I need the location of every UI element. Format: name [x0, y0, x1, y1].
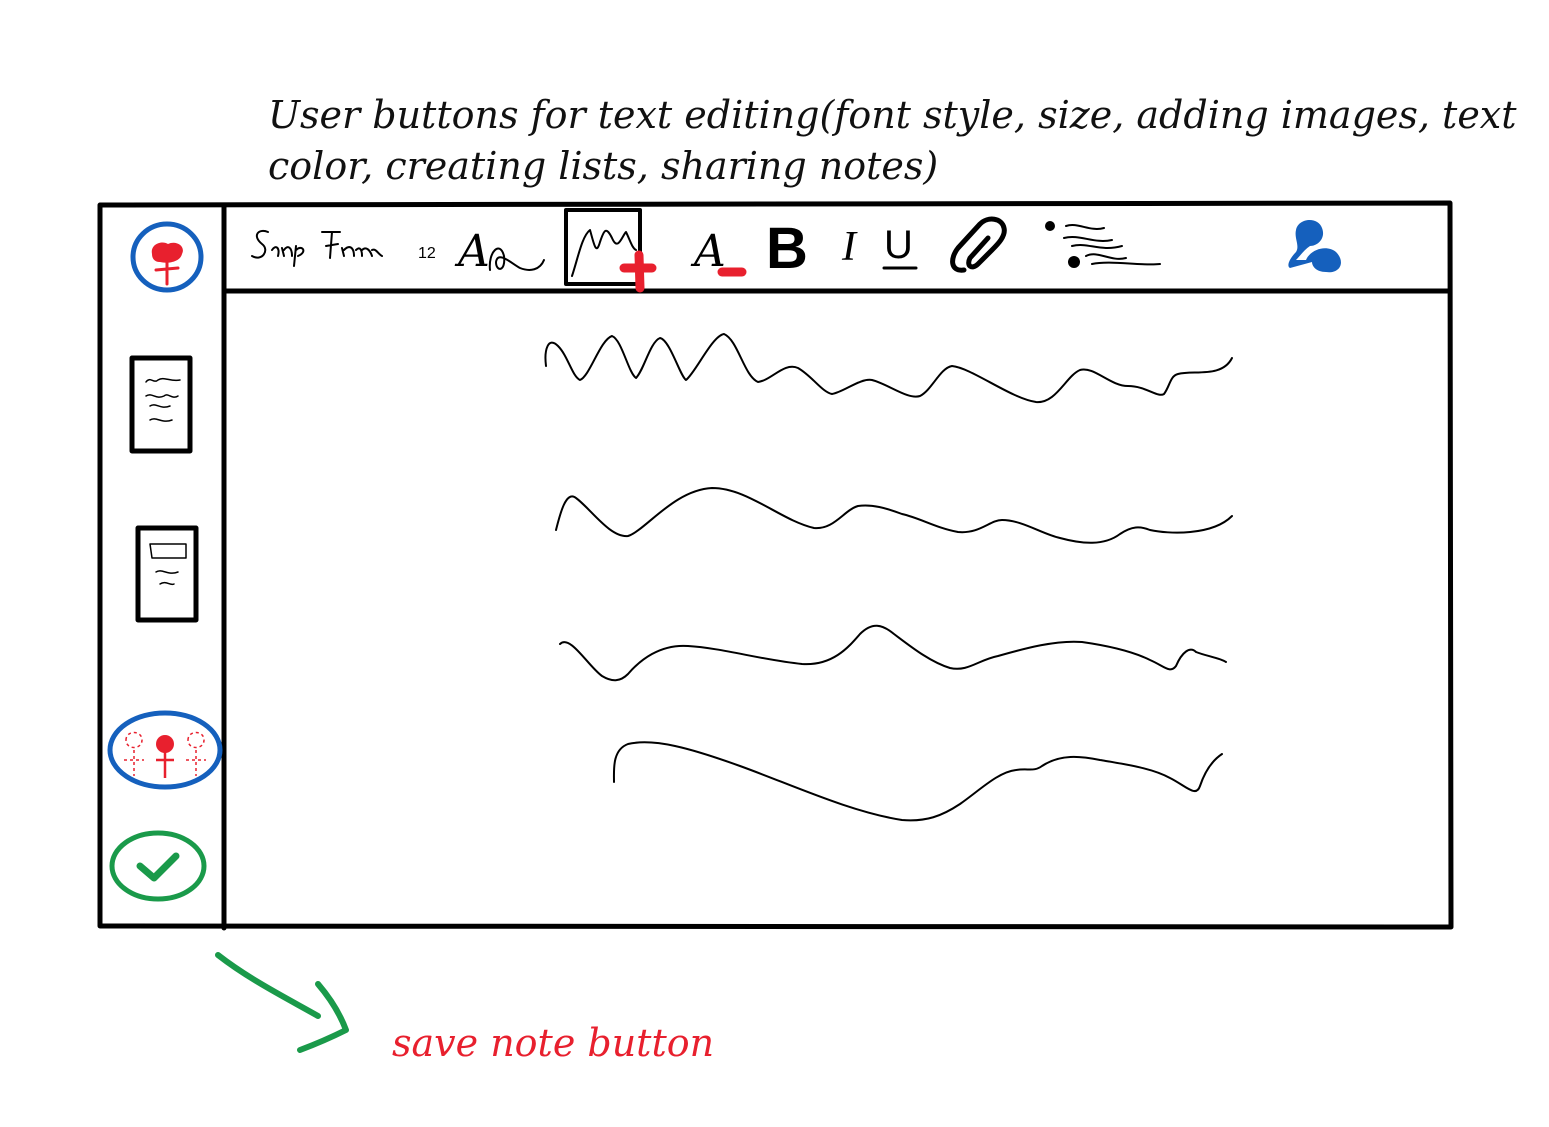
underline-button[interactable]: U: [882, 223, 918, 270]
link-icon[interactable]: [950, 216, 1007, 273]
underline-letter: U: [884, 223, 913, 267]
add-image-icon: [571, 229, 637, 277]
toolbar: 12 A A B I U: [251, 208, 1341, 293]
profile-icon: [151, 242, 183, 286]
share-button[interactable]: [1288, 219, 1341, 273]
font-size-control[interactable]: 12 A: [418, 226, 545, 277]
sidebar-item-profile[interactable]: [130, 221, 204, 293]
image-note-icon: [149, 543, 187, 586]
app-window-frame: [97, 200, 1454, 931]
toolbar-annotation-line-1: User buttons for text editing(font style…: [268, 93, 1517, 137]
checkmark-icon: [136, 852, 180, 882]
sidebar-item-image-note[interactable]: [135, 525, 199, 623]
shared-users-icon: [124, 731, 206, 778]
toolbar-annotation: User buttons for text editing(font style…: [268, 90, 1538, 192]
text-line: [559, 624, 1227, 682]
note-body[interactable]: [544, 333, 1233, 822]
italic-button[interactable]: I: [841, 224, 858, 270]
text-line: [612, 741, 1223, 822]
font-size-letter: A: [454, 226, 490, 277]
sidebar: [107, 221, 223, 902]
plus-icon: [619, 250, 657, 293]
text-color-button[interactable]: A: [690, 226, 747, 277]
font-size-value: 12: [418, 245, 436, 262]
bullet-list-icon[interactable]: [1045, 221, 1161, 268]
text-note-icon: [145, 377, 181, 422]
toolbar-annotation-line-2: color, creating lists, sharing notes): [268, 144, 939, 188]
font-style-icon[interactable]: [251, 230, 383, 267]
save-button-annotation: save note button: [392, 1021, 715, 1065]
sidebar-item-shared-users[interactable]: [107, 710, 223, 790]
share-icon: [1288, 219, 1341, 273]
text-line: [555, 487, 1233, 544]
add-image-button[interactable]: [564, 208, 657, 293]
bold-button[interactable]: B: [766, 216, 808, 281]
save-note-button[interactable]: [109, 830, 207, 902]
save-callout-arrow: [215, 952, 349, 1053]
text-line: [544, 333, 1233, 404]
sidebar-item-text-note[interactable]: [129, 355, 193, 454]
